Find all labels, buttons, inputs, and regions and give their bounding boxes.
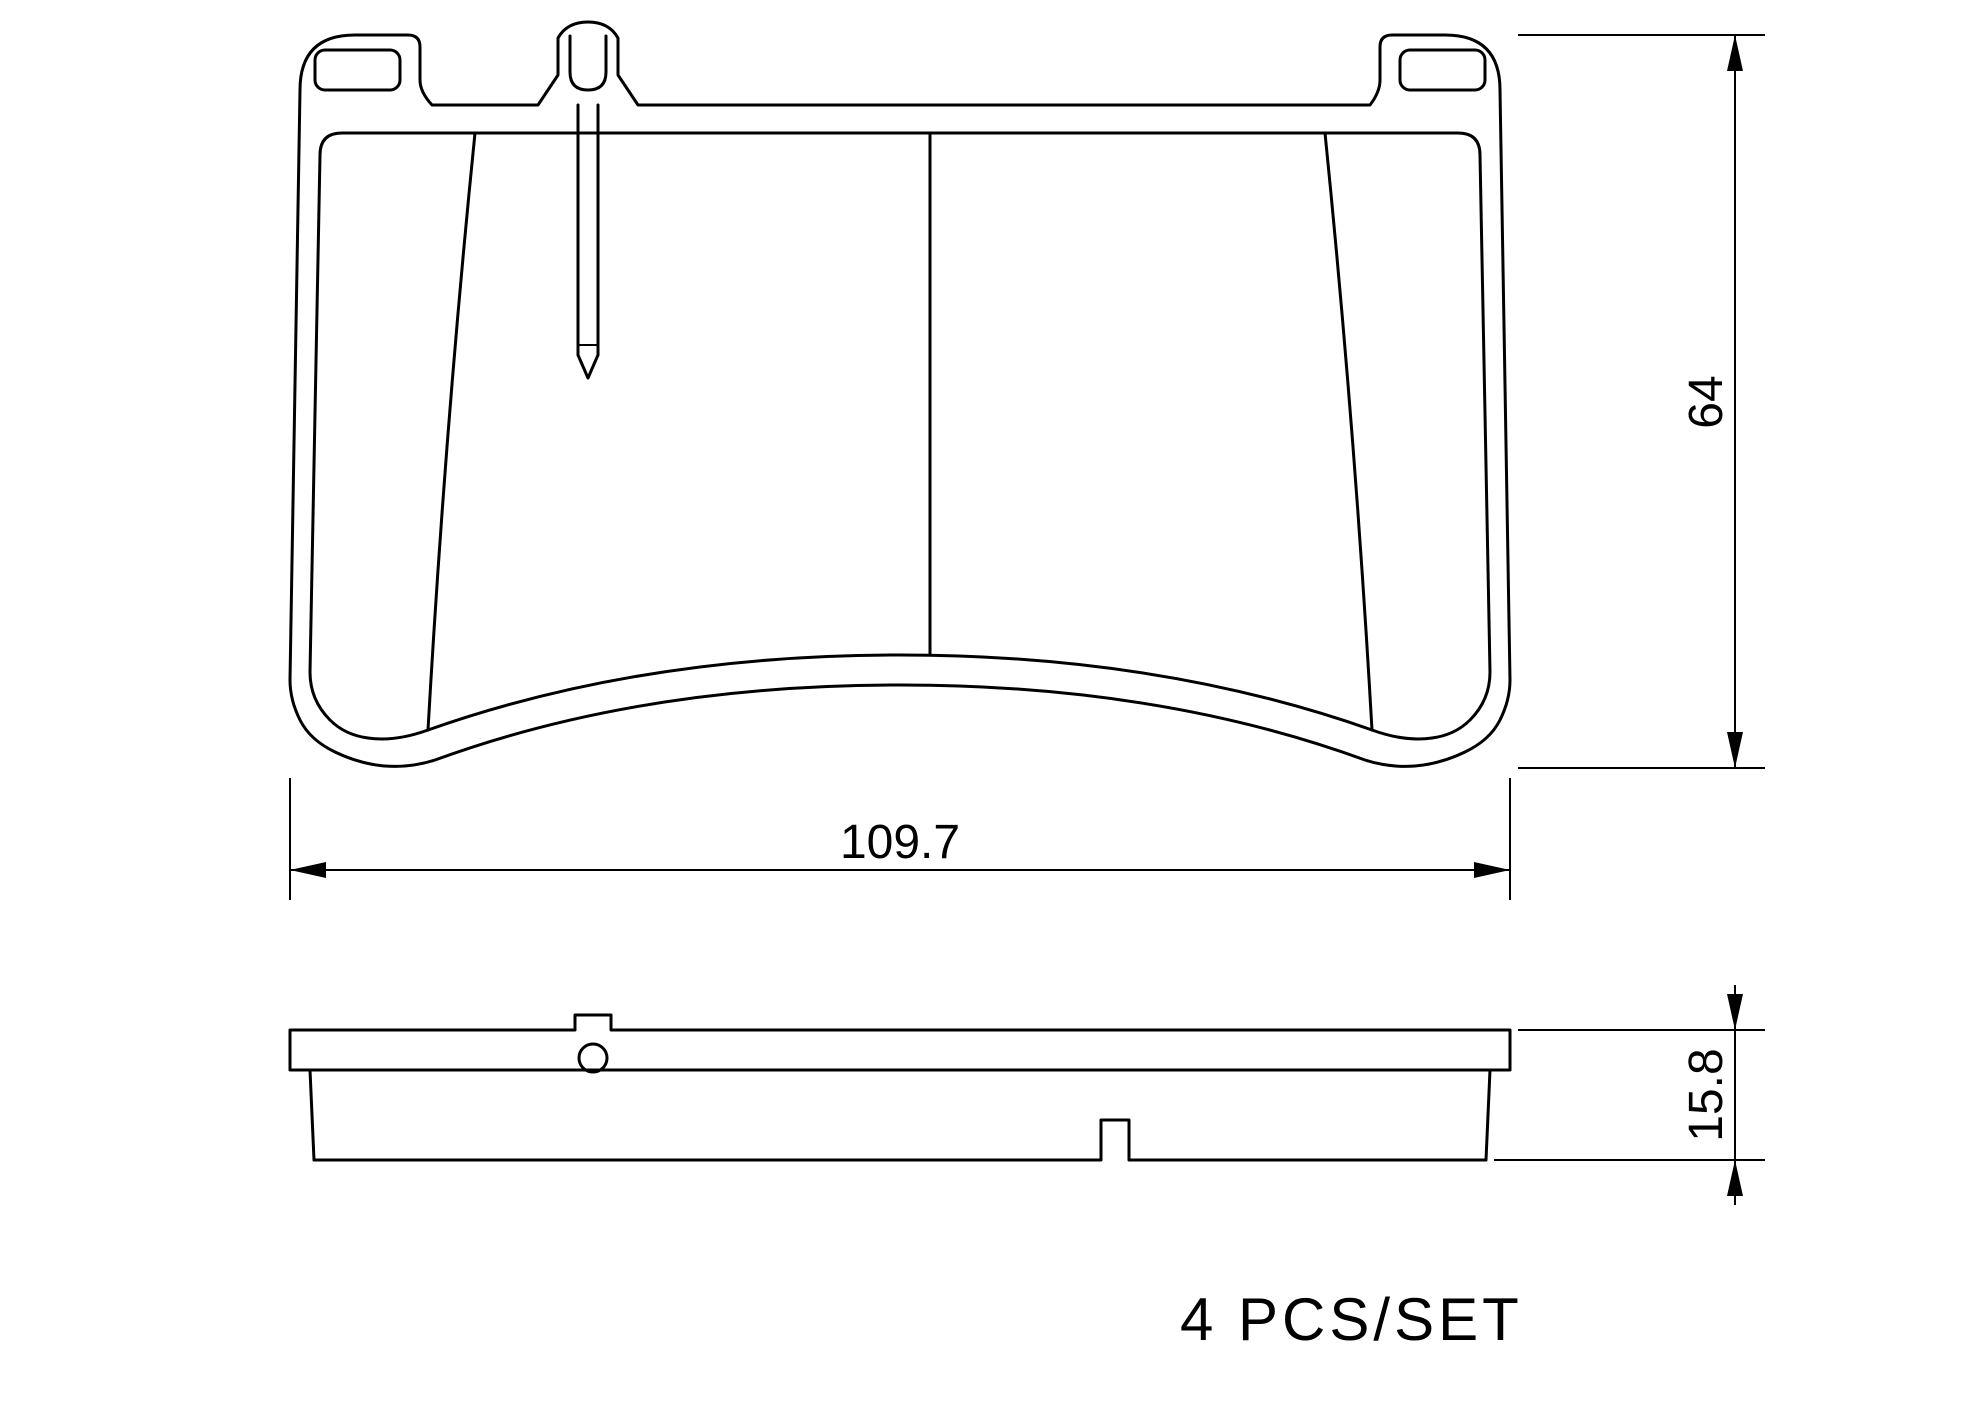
dimension-width-value: 109.7 <box>840 816 960 869</box>
wear-indicator-pin <box>578 105 598 378</box>
technical-drawing: 109.7 64 15.8 4 PCS/SET <box>0 0 1987 1405</box>
friction-pad-outline <box>310 133 1490 739</box>
dimension-thickness: 15.8 <box>1494 985 1765 1205</box>
side-backing-plate <box>290 1015 1510 1070</box>
dimension-thickness-value: 15.8 <box>1680 1048 1733 1141</box>
right-chamfer <box>1325 133 1372 730</box>
left-tab-slot <box>315 50 400 90</box>
left-chamfer <box>428 133 475 730</box>
side-pin <box>579 1044 607 1072</box>
dimension-height-value: 64 <box>1680 375 1733 428</box>
front-view <box>290 22 1510 766</box>
right-tab-slot <box>1400 50 1485 90</box>
dimension-width: 109.7 <box>290 778 1510 900</box>
set-note: 4 PCS/SET <box>1180 1286 1523 1353</box>
dimension-height: 64 <box>1518 35 1765 768</box>
clip-u-inner <box>570 36 606 90</box>
side-view <box>290 1015 1510 1160</box>
side-friction-material <box>310 1070 1490 1160</box>
